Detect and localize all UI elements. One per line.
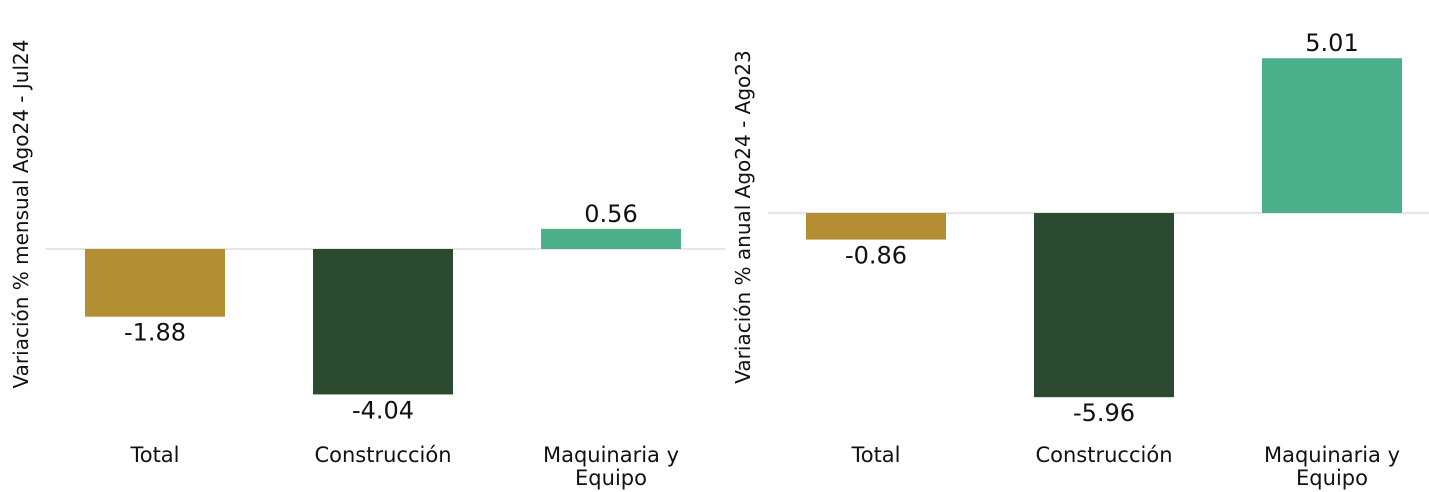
y-axis-label: Variación % mensual Ago24 - Jul24: [9, 40, 33, 389]
value-labels: -1.88 -4.04 0.56: [124, 200, 638, 425]
category-label-total: Total: [850, 443, 900, 467]
value-labels: -0.86 -5.96 5.01: [845, 29, 1359, 427]
bar-construcci-n: [313, 249, 453, 395]
bar-maquinaria-y-equipo: [541, 228, 681, 249]
value-label-construcci-n: -5.96: [1073, 399, 1135, 427]
bars: [806, 58, 1402, 398]
chart-anual: Variación % anual Ago24 - Ago23 -0.86 -5.…: [731, 29, 1429, 490]
bar-total: [806, 213, 946, 240]
category-labels: Total Construcción Maquinaria y Equipo: [129, 443, 679, 490]
category-labels: Total Construcción Maquinaria y Equipo: [850, 443, 1400, 490]
category-label-total: Total: [129, 443, 179, 467]
category-label-maquinaria-y-equipo: Maquinaria y Equipo: [1264, 443, 1400, 490]
chart-mensual: Variación % mensual Ago24 - Jul24 -1.88-…: [9, 40, 725, 490]
category-label-construcci-n: Construcción: [1035, 443, 1172, 467]
value-label-maquinaria-y-equipo: 5.01: [1305, 29, 1358, 57]
value-label-construcci-n: -4.04: [352, 396, 414, 424]
value-label-total: -0.86: [845, 242, 907, 270]
bar-construcci-n: [1034, 213, 1174, 398]
bar-total: [85, 249, 225, 317]
category-label-maquinaria-y-equipo: Maquinaria y Equipo: [543, 443, 679, 490]
y-axis-label: Variación % anual Ago24 - Ago23: [731, 50, 755, 383]
bar-maquinaria-y-equipo: [1262, 58, 1402, 213]
category-label-construcci-n: Construcción: [314, 443, 451, 467]
bars: [85, 228, 681, 395]
value-label-total: -1.88: [124, 319, 186, 347]
value-label-maquinaria-y-equipo: 0.56: [584, 200, 637, 228]
